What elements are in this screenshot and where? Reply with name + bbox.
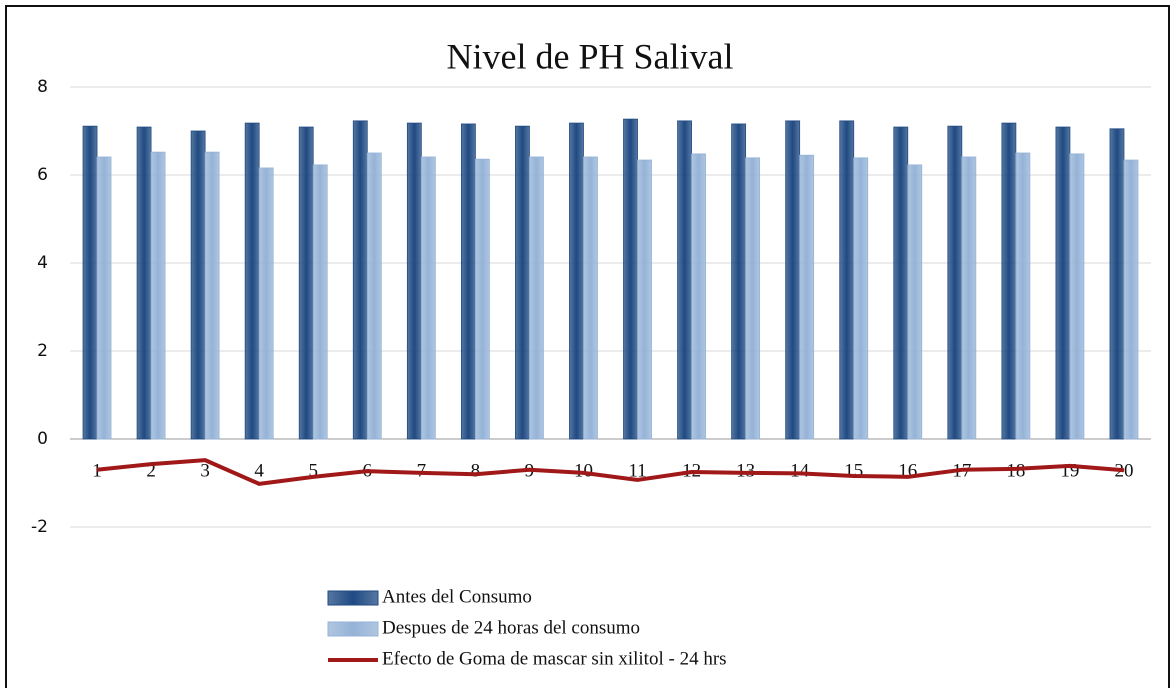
- bar: [785, 120, 801, 440]
- x-tick-label: 14: [790, 460, 810, 481]
- bar: [406, 122, 422, 440]
- bar: [420, 156, 436, 440]
- bar: [204, 151, 220, 440]
- x-tick-label: 2: [146, 460, 156, 481]
- x-tick-label: 13: [736, 460, 755, 481]
- bar: [474, 158, 490, 440]
- bar: [1109, 128, 1125, 440]
- bar: [366, 152, 382, 440]
- bar: [258, 167, 274, 440]
- bar: [839, 120, 855, 440]
- bar: [352, 120, 368, 440]
- x-tick-label: 8: [471, 460, 481, 481]
- bar: [1055, 126, 1071, 440]
- x-tick-label: 3: [200, 460, 210, 481]
- x-tick-label: 19: [1060, 460, 1079, 481]
- legend-swatch: [327, 621, 379, 637]
- x-tick-label: 20: [1114, 460, 1133, 481]
- bar: [1123, 159, 1139, 440]
- x-tick-label: 4: [254, 460, 264, 481]
- bar: [691, 153, 706, 440]
- bar: [907, 164, 923, 440]
- x-tick-label: 5: [308, 460, 318, 481]
- x-tick-label: 1: [92, 460, 102, 481]
- bar: [799, 154, 815, 440]
- y-tick-label: 8: [37, 77, 48, 97]
- bar: [731, 123, 747, 440]
- legend-swatch: [327, 590, 379, 606]
- bar: [1001, 122, 1017, 440]
- bar: [460, 123, 476, 440]
- y-tick-label: 0: [37, 429, 48, 449]
- bar: [745, 157, 761, 440]
- bar: [623, 118, 638, 440]
- bar: [190, 130, 206, 440]
- bar: [947, 125, 963, 440]
- bar: [244, 122, 260, 440]
- bar: [853, 157, 869, 440]
- x-tick-label: 10: [574, 460, 593, 481]
- bar: [312, 164, 328, 440]
- chart-title: Nivel de PH Salival: [447, 36, 734, 76]
- x-tick-label: 15: [844, 460, 863, 481]
- bar: [1015, 152, 1031, 440]
- bar: [1069, 153, 1085, 440]
- legend-label: Antes del Consumo: [382, 586, 532, 607]
- bar: [677, 120, 692, 440]
- legend-label: Despues de 24 horas del consumo: [382, 617, 640, 638]
- bar: [150, 151, 166, 440]
- y-tick-label: 4: [37, 253, 48, 273]
- bar: [298, 126, 314, 440]
- bar: [569, 122, 584, 440]
- line: [96, 458, 1125, 486]
- x-tick-label: 11: [628, 460, 646, 481]
- bar: [583, 156, 598, 440]
- legend-label: Efecto de Goma de mascar sin xilitol - 2…: [382, 648, 727, 669]
- y-tick-label: 2: [37, 341, 48, 361]
- bar: [515, 125, 530, 440]
- bar: [961, 156, 977, 440]
- bar: [96, 156, 112, 440]
- y-tick-label: 6: [37, 165, 48, 185]
- bar: [529, 156, 544, 440]
- bar: [893, 126, 909, 440]
- bar: [82, 125, 98, 440]
- bar: [637, 159, 652, 440]
- y-tick-label: -2: [31, 517, 48, 537]
- bar: [136, 126, 152, 440]
- x-tick-label: 7: [417, 460, 427, 481]
